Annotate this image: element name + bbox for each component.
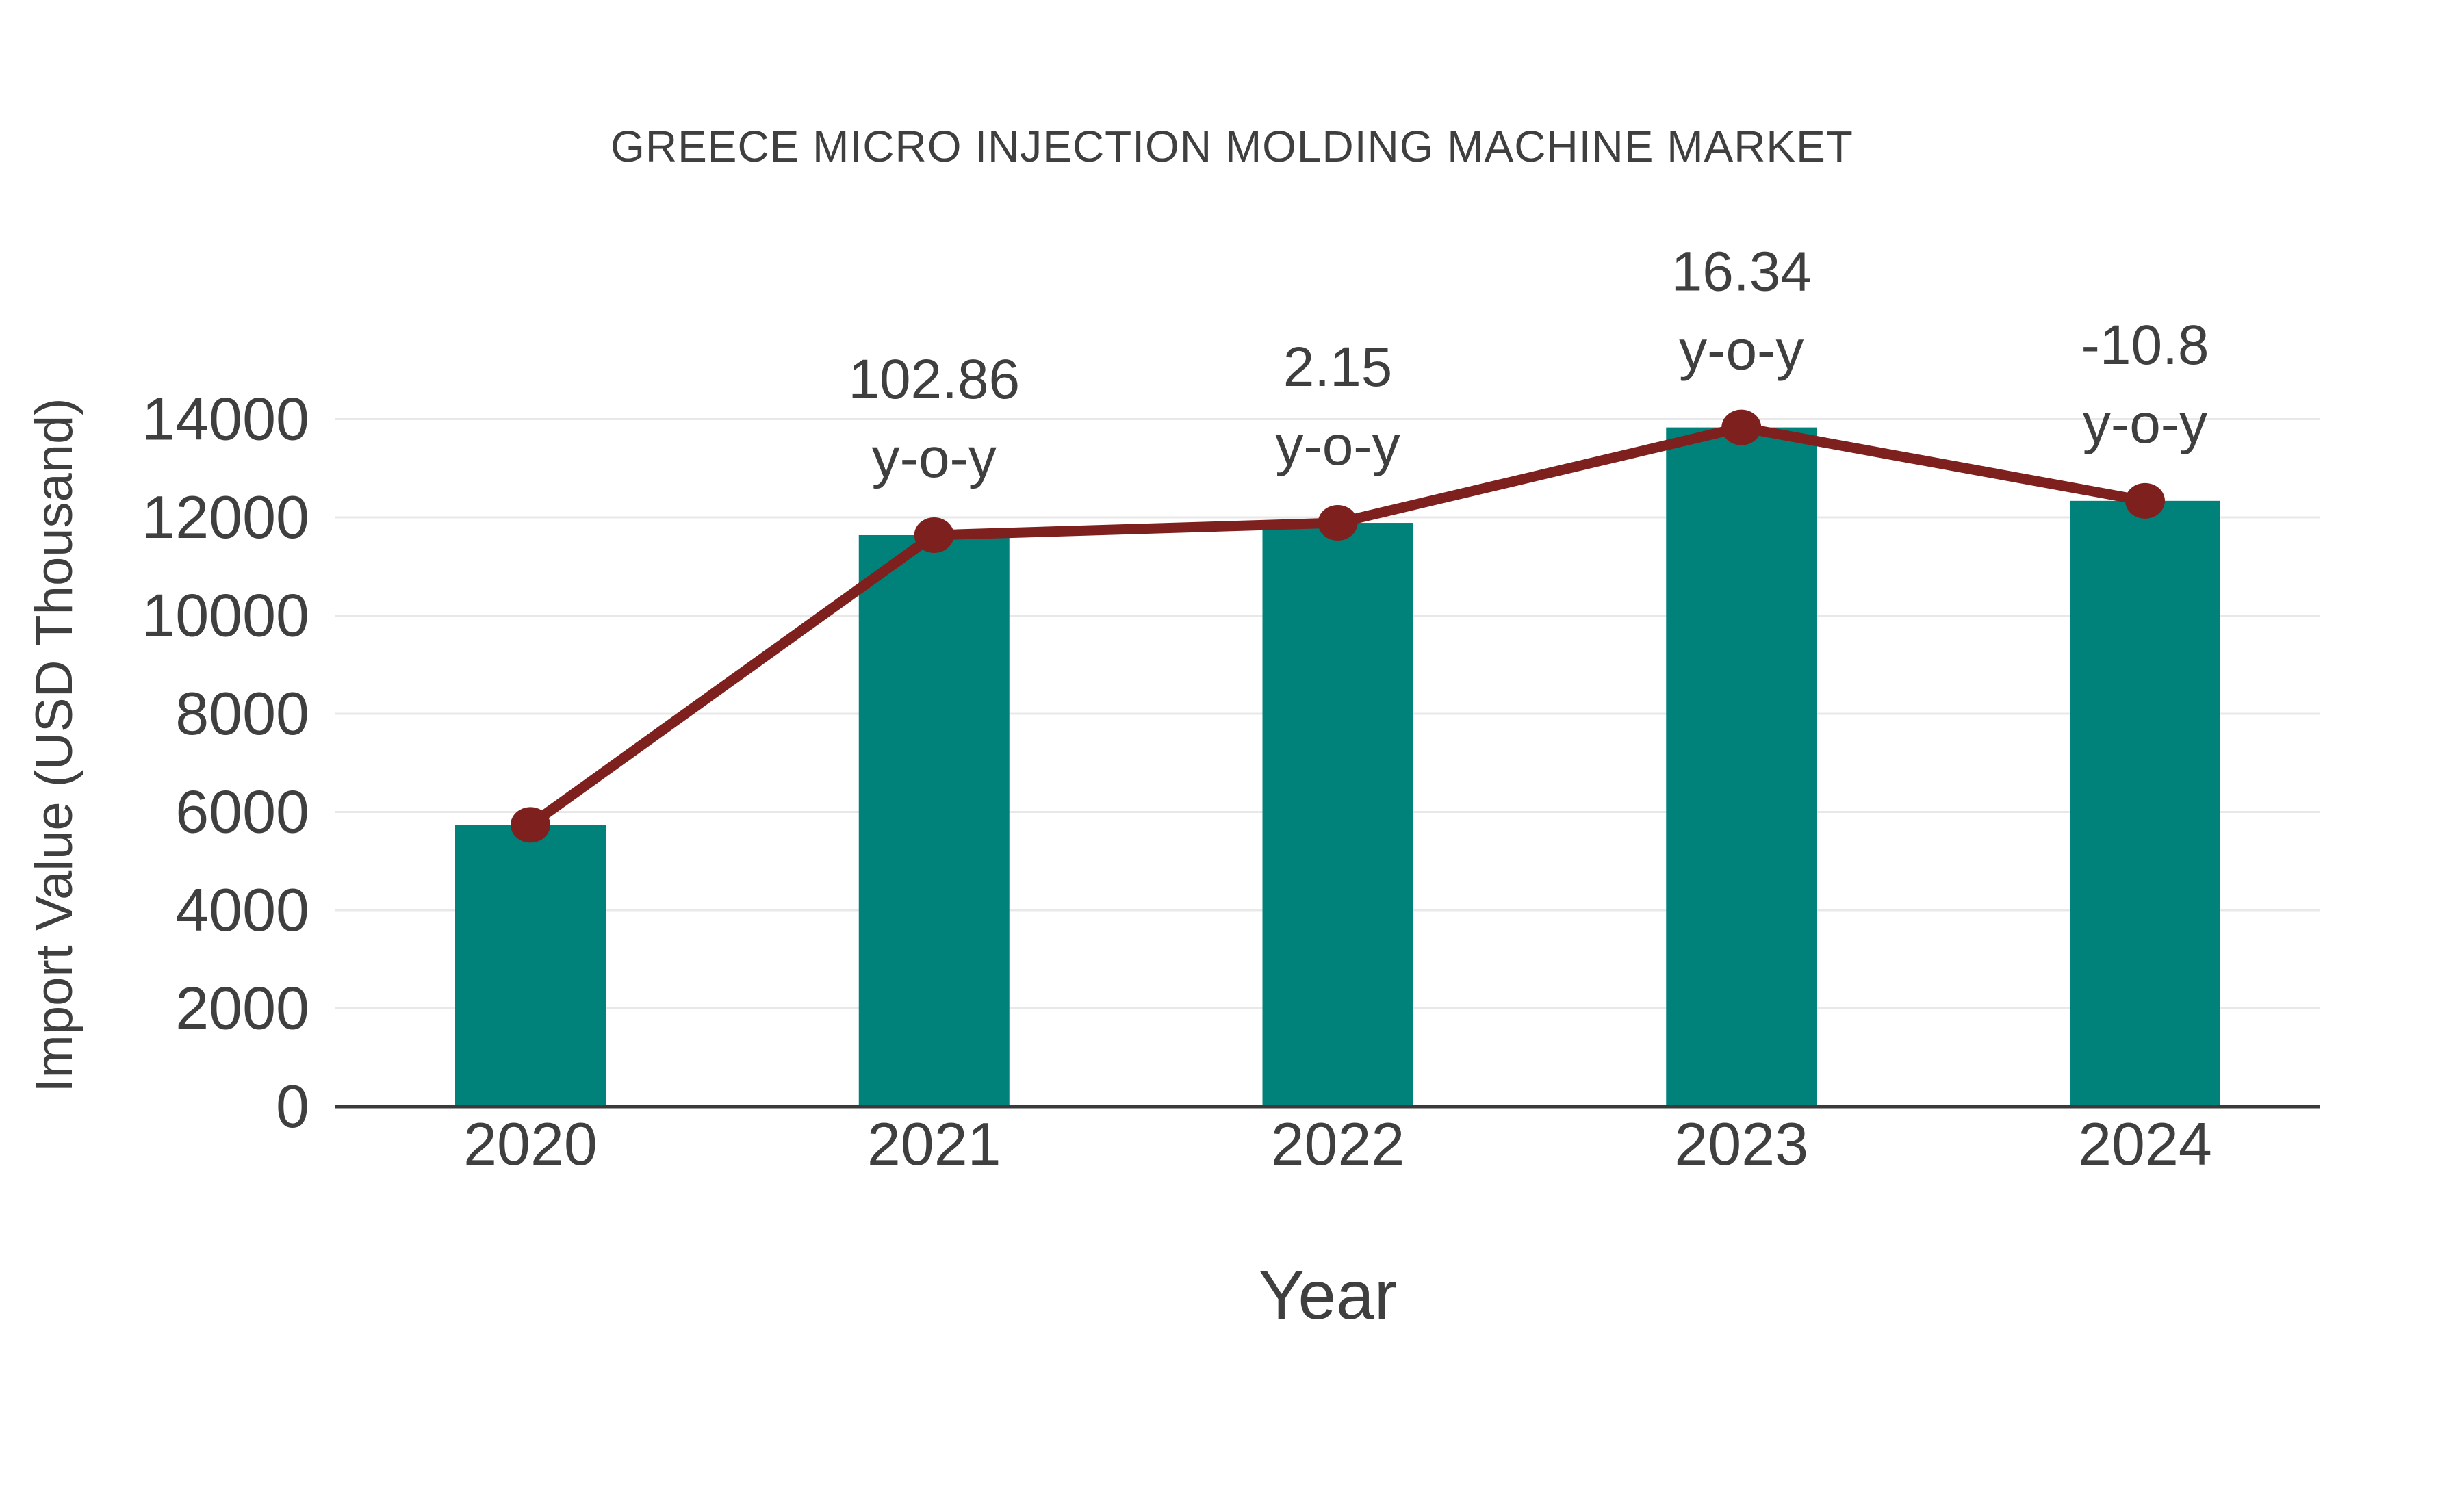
data-point-marker-2024 — [2125, 482, 2165, 519]
data-point-marker-2022 — [1318, 505, 1358, 541]
y-tick-label-14000: 14000 — [142, 385, 309, 453]
x-axis-title: Year — [1258, 1257, 1398, 1334]
x-tick-label-2021: 2021 — [867, 1110, 1001, 1178]
bar-2023 — [1666, 427, 1817, 1107]
x-tick-label-2024: 2024 — [2078, 1110, 2212, 1178]
chart-title: GREECE MICRO INJECTION MOLDING MACHINE M… — [611, 122, 1853, 171]
bar-2021 — [858, 534, 1010, 1107]
y-tick-label-8000: 8000 — [175, 680, 309, 747]
data-point-marker-2020 — [511, 807, 550, 843]
annotation-yoy-2022: y-o-y — [1275, 415, 1400, 477]
x-tick-label-2020: 2020 — [463, 1110, 598, 1178]
annotation-yoy-2021: y-o-y — [872, 427, 997, 489]
annotation-value-2024: -10.8 — [2081, 314, 2209, 376]
x-tick-label-2023: 2023 — [1674, 1110, 1808, 1178]
bar-2020 — [455, 825, 606, 1107]
annotation-yoy-2023: y-o-y — [1679, 320, 1804, 382]
annotation-value-2023: 16.34 — [1671, 241, 1812, 303]
annotation-value-2021: 102.86 — [848, 348, 1020, 411]
annotation-value-2022: 2.15 — [1283, 336, 1393, 398]
y-tick-label-2000: 2000 — [175, 974, 309, 1042]
annotation-yoy-2024: y-o-y — [2083, 393, 2207, 455]
y-tick-label-12000: 12000 — [142, 483, 309, 551]
bar-2024 — [2070, 500, 2220, 1107]
y-tick-label-4000: 4000 — [175, 876, 309, 944]
x-tick-label-2022: 2022 — [1271, 1110, 1405, 1178]
data-point-marker-2023 — [1721, 409, 1762, 445]
data-point-marker-2021 — [914, 517, 954, 553]
y-tick-label-10000: 10000 — [142, 582, 309, 649]
y-tick-label-6000: 6000 — [175, 778, 309, 846]
y-tick-label-0: 0 — [276, 1072, 309, 1140]
bar-2022 — [1262, 523, 1413, 1107]
chart-canvas: 0 2000 4000 6000 8000 10000 12000 14000 2020 2021… — [142, 241, 2320, 1178]
